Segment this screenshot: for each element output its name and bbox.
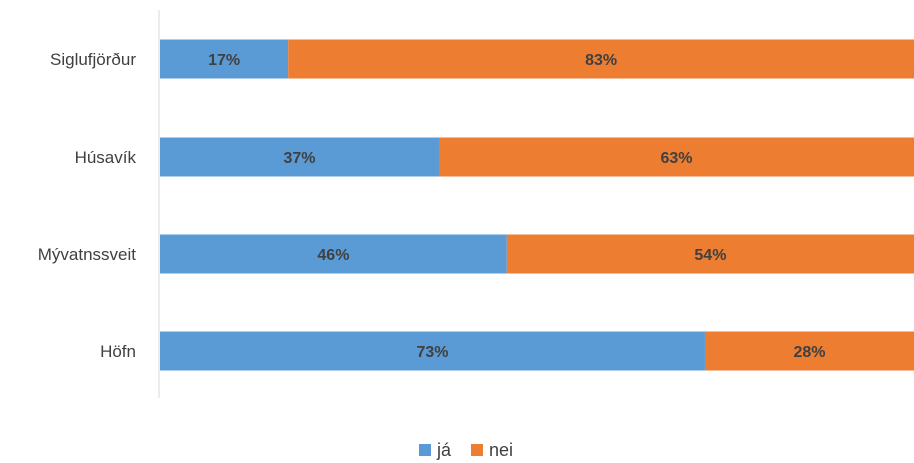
- data-label-nei-3: 54%: [694, 247, 726, 264]
- data-label-já-1: 17%: [208, 52, 240, 69]
- category-label-2: Húsavík: [75, 148, 137, 167]
- legend-swatch-já: [419, 444, 431, 456]
- data-label-nei-4: 28%: [793, 344, 825, 361]
- data-label-já-2: 37%: [283, 150, 315, 167]
- data-label-já-4: 73%: [416, 344, 448, 361]
- legend-label-já: já: [436, 440, 452, 460]
- data-label-já-3: 46%: [317, 247, 349, 264]
- bar-nei-2: [438, 137, 914, 177]
- category-label-3: Mývatnssveit: [38, 245, 137, 264]
- legend-label-nei: nei: [489, 440, 513, 460]
- bar-nei-3: [506, 234, 914, 274]
- category-label-1: Siglufjörður: [50, 50, 136, 69]
- legend: já nei: [419, 440, 513, 460]
- data-label-nei-2: 63%: [660, 150, 692, 167]
- bar-já-1: [160, 39, 289, 79]
- bar-nei-4: [704, 331, 914, 371]
- bar-nei-1: [288, 39, 914, 79]
- bars: 17% 83% 37% 63% 46% 54% 73% 28%: [160, 39, 914, 371]
- bar-já-3: [160, 234, 507, 274]
- legend-swatch-nei: [471, 444, 483, 456]
- category-label-4: Höfn: [100, 342, 136, 361]
- bar-já-4: [160, 331, 705, 371]
- bar-já-2: [160, 137, 439, 177]
- category-labels: Siglufjörður Húsavík Mývatnssveit Höfn: [38, 50, 137, 361]
- data-label-nei-1: 83%: [585, 52, 617, 69]
